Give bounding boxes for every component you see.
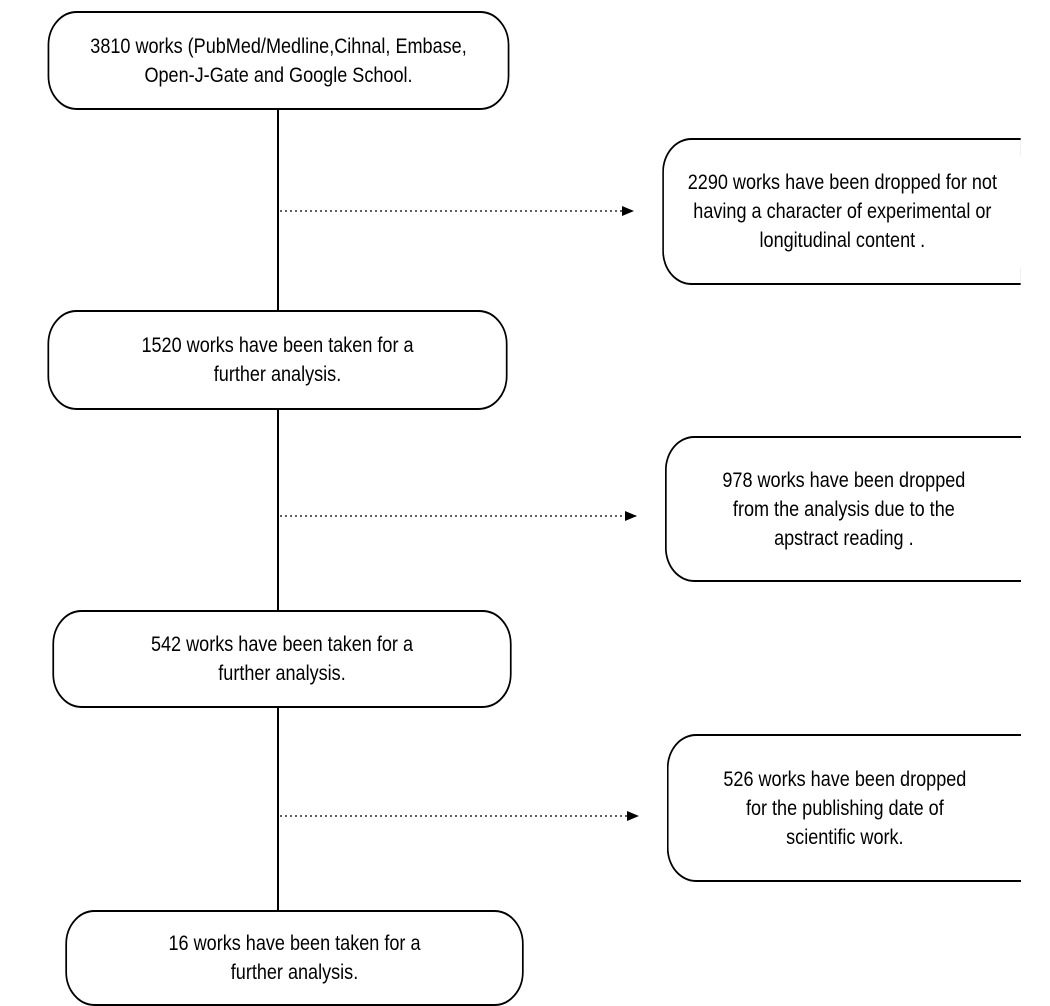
flow-step-1-text: 3810 works (PubMed/Medline,Cihnal, Embas…	[90, 34, 467, 87]
flow-step-4-text: 16 works have been taken for a further a…	[168, 932, 421, 984]
exclusion-step-1: 2290 works have been dropped for not hav…	[662, 138, 1021, 285]
flow-step-3: 542 works have been taken for a further …	[52, 610, 512, 708]
exclusion-step-2: 978 works have been dropped from the ana…	[664, 436, 1022, 582]
flow-step-2-text: 1520 works have been taken for a further…	[141, 334, 414, 386]
exclusion-step-3-text: 526 works have been dropped for the publ…	[723, 767, 967, 849]
flow-step-3-text: 542 works have been taken for a further …	[150, 633, 414, 685]
flow-step-4: 16 works have been taken for a further a…	[65, 910, 524, 1006]
exclusion-step-1-text: 2290 works have been dropped for not hav…	[687, 171, 997, 252]
exclusion-step-3: 526 works have been dropped for the publ…	[666, 734, 1022, 882]
flow-step-1: 3810 works (PubMed/Medline,Cihnal, Embas…	[47, 11, 510, 110]
flow-step-2: 1520 works have been taken for a further…	[47, 310, 508, 410]
exclusion-step-2-text: 978 works have been dropped from the ana…	[722, 468, 966, 550]
